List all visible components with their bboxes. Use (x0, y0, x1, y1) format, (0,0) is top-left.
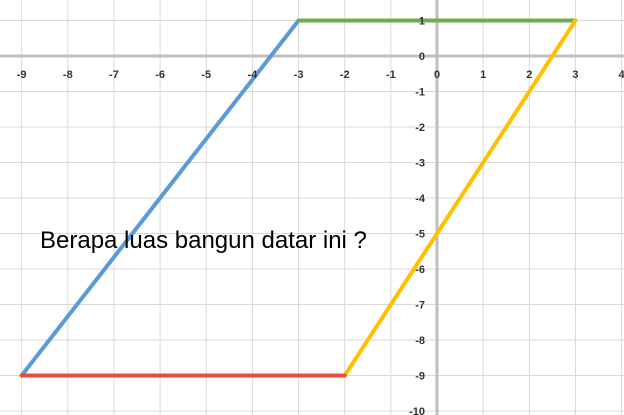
x-tick-label: -6 (155, 69, 165, 81)
x-tick-label: 4 (619, 69, 624, 81)
series-line-1 (19, 18, 301, 378)
y-tick-label: 0 (419, 51, 425, 63)
x-tick-label: -2 (340, 69, 350, 81)
y-tick-label: -5 (415, 229, 425, 241)
y-tick-label: -8 (415, 335, 425, 347)
y-tick-label: -7 (415, 300, 425, 312)
tick-label-layer: -9 -8 -7 -6 -5 -4 -3 -2 -1 0 1 2 3 410-1-2-3-4-5-6-7-… (17, 16, 624, 415)
x-tick-label: -7 (109, 69, 119, 81)
x-tick-label: 0 (434, 69, 440, 81)
y-tick-label: -4 (415, 193, 426, 205)
x-tick-label: 3 (572, 69, 578, 81)
y-tick-label: -2 (415, 122, 425, 134)
y-tick-label: 1 (419, 16, 425, 28)
y-tick-label: -1 (415, 87, 425, 99)
y-tick-label: -6 (415, 264, 425, 276)
x-tick-label: 1 (480, 69, 486, 81)
y-tick-label: -9 (415, 371, 425, 383)
x-tick-label: -8 (63, 69, 73, 81)
x-tick-label: -4 (248, 69, 259, 81)
x-tick-label: -5 (201, 69, 211, 81)
series-line-3 (342, 18, 578, 378)
x-tick-label: 2 (526, 69, 532, 81)
x-tick-label: -1 (386, 69, 396, 81)
x-tick-label: -9 (17, 69, 27, 81)
y-tick-label: -10 (409, 406, 425, 415)
series-layer (19, 18, 578, 378)
y-tick-label: -3 (415, 158, 425, 170)
chart-annotation: Berapa luas bangun datar ini ? (40, 227, 367, 254)
x-tick-label: -3 (294, 69, 304, 81)
